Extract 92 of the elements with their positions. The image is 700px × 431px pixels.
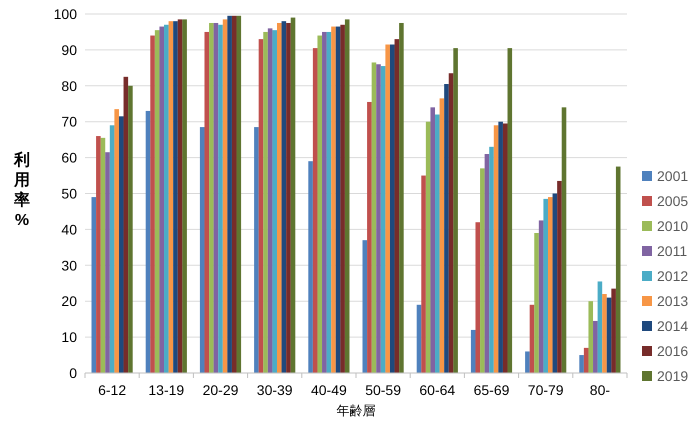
bar — [484, 154, 490, 373]
bar — [494, 125, 498, 373]
bar — [92, 197, 96, 373]
bar — [236, 16, 242, 373]
bar — [530, 304, 534, 373]
bar — [399, 22, 404, 373]
ylabel: 利用率% — [14, 152, 30, 229]
bar — [421, 176, 426, 373]
bar — [317, 36, 322, 373]
bar — [331, 26, 336, 373]
bar — [282, 21, 286, 373]
bar — [290, 18, 296, 373]
bar — [204, 32, 210, 373]
bar — [543, 198, 548, 373]
bar — [470, 330, 476, 373]
bar — [480, 168, 485, 373]
bar — [475, 222, 480, 373]
bar — [552, 194, 558, 373]
bar — [308, 161, 313, 373]
bar — [557, 180, 562, 373]
bar — [340, 24, 345, 373]
bar — [227, 16, 232, 373]
bar — [100, 138, 106, 373]
bar — [390, 44, 395, 373]
bar — [232, 16, 237, 373]
bar — [444, 84, 449, 373]
bar — [584, 348, 588, 373]
bar — [105, 152, 110, 373]
bar — [209, 22, 214, 373]
bar — [336, 26, 340, 373]
bar — [385, 44, 390, 373]
bar — [96, 136, 101, 373]
bar — [502, 123, 508, 373]
bar — [525, 351, 530, 373]
bar — [258, 39, 264, 373]
bar — [254, 127, 259, 373]
bar — [426, 122, 430, 373]
bar — [272, 30, 277, 373]
bar — [326, 32, 332, 373]
bar — [376, 64, 381, 373]
bar — [173, 21, 178, 373]
bar — [114, 109, 119, 373]
bar — [394, 39, 400, 373]
bar — [534, 232, 539, 373]
bar — [168, 21, 174, 373]
bar — [367, 102, 372, 373]
bar — [118, 116, 124, 373]
bar — [178, 19, 182, 373]
bar — [562, 107, 566, 373]
bar — [598, 281, 602, 373]
bar — [372, 62, 376, 373]
bar — [380, 66, 386, 373]
bar — [263, 32, 268, 373]
bar — [124, 76, 128, 373]
bar — [268, 28, 272, 373]
bar — [579, 355, 584, 373]
bar — [276, 22, 282, 373]
bar — [489, 146, 494, 373]
bar — [312, 48, 318, 373]
bar — [200, 127, 204, 373]
bar — [606, 298, 612, 373]
bar — [416, 304, 422, 373]
bar — [159, 26, 164, 373]
bar — [548, 197, 553, 373]
bar — [322, 32, 327, 373]
bar — [286, 22, 291, 373]
bar — [182, 19, 187, 373]
bar — [110, 125, 114, 373]
bar — [498, 122, 503, 373]
bar — [593, 320, 598, 373]
bar — [430, 107, 436, 373]
bar — [154, 30, 160, 373]
bar — [616, 166, 620, 373]
bar — [538, 220, 544, 373]
bar — [214, 22, 218, 373]
bar — [128, 86, 133, 373]
bar — [453, 48, 458, 373]
bar — [164, 24, 169, 373]
bar — [588, 301, 594, 373]
bar — [448, 73, 454, 373]
bar — [344, 19, 350, 373]
bar — [602, 294, 607, 373]
bar — [146, 110, 150, 373]
bar — [435, 114, 440, 373]
bar — [218, 24, 223, 373]
bar — [362, 240, 368, 373]
bar — [440, 98, 444, 373]
bar — [508, 48, 512, 373]
bar — [222, 19, 228, 373]
bar — [611, 288, 616, 373]
xlabel: 年齢層 — [336, 403, 376, 418]
bar — [150, 36, 155, 373]
